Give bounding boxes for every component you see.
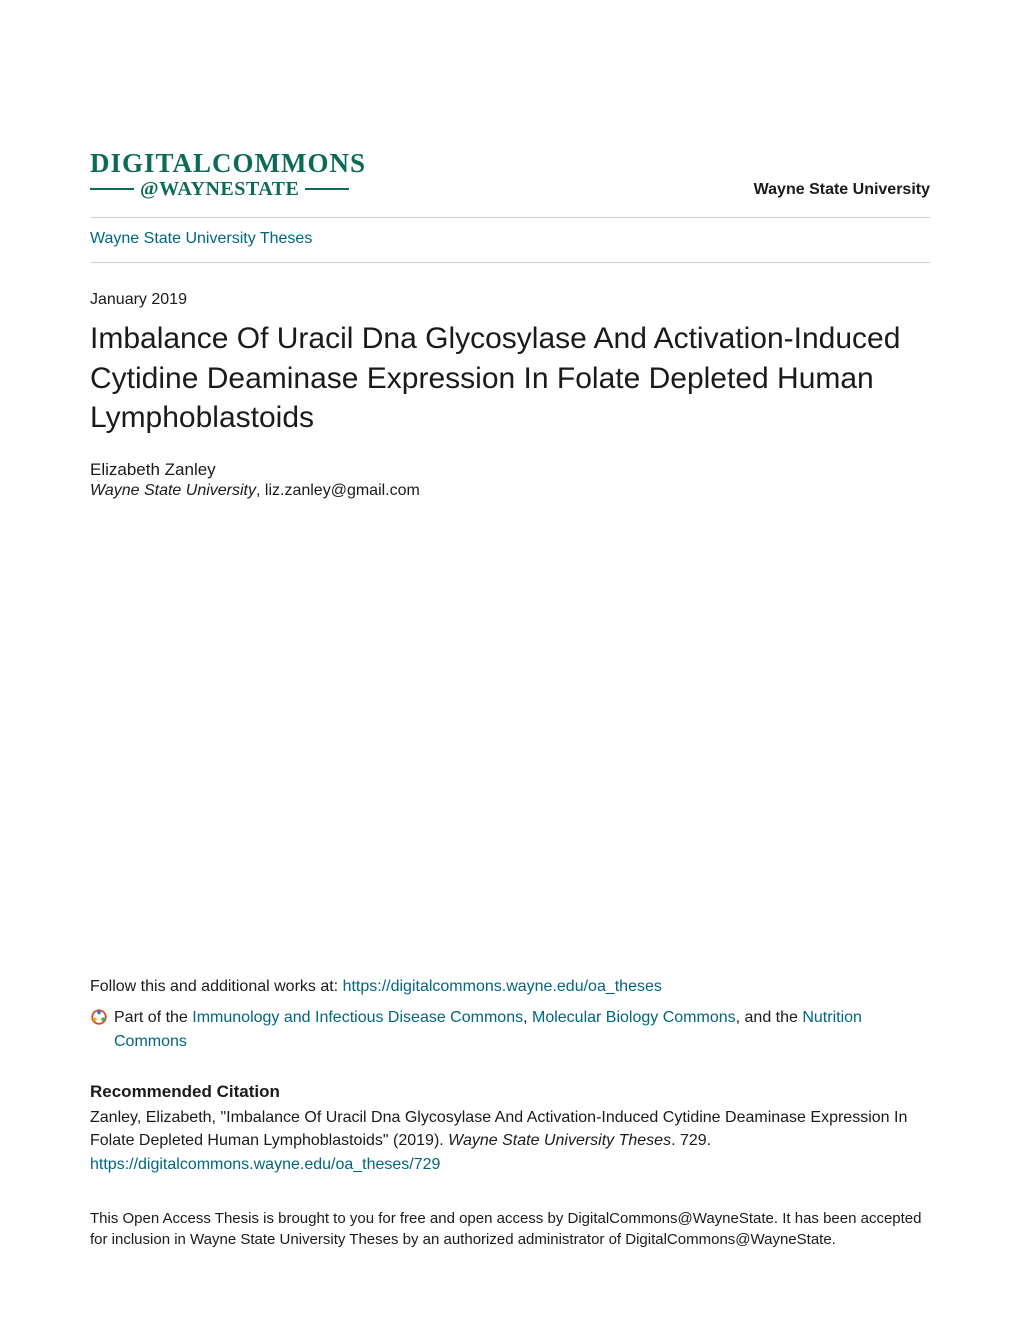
partof-link2[interactable]: Molecular Biology Commons — [532, 1009, 736, 1026]
logo-rule-left — [90, 188, 134, 190]
partof-sep2: , and the — [736, 1009, 803, 1026]
citation-post: . 729. — [671, 1132, 711, 1149]
logo-line1: DIGITALCOMMONS — [90, 150, 366, 177]
follow-url-link[interactable]: https://digitalcommons.wayne.edu/oa_thes… — [343, 978, 662, 995]
header: DIGITALCOMMONS @WAYNESTATE Wayne State U… — [90, 150, 930, 199]
citation-url-link[interactable]: https://digitalcommons.wayne.edu/oa_thes… — [90, 1156, 930, 1174]
thesis-title: Imbalance Of Uracil Dna Glycosylase And … — [90, 319, 930, 438]
author-name: Elizabeth Zanley — [90, 460, 930, 480]
publication-date: January 2019 — [90, 291, 930, 309]
institution-name: Wayne State University — [754, 181, 930, 199]
follow-line: Follow this and additional works at: htt… — [90, 978, 930, 996]
logo-rule-right — [305, 188, 349, 190]
footer-text: This Open Access Thesis is brought to yo… — [90, 1208, 930, 1250]
citation-italic: Wayne State University Theses — [448, 1132, 671, 1149]
partof-link1[interactable]: Immunology and Infectious Disease Common… — [192, 1009, 523, 1026]
author-institution: Wayne State University — [90, 482, 256, 499]
series-link[interactable]: Wayne State University Theses — [90, 230, 930, 248]
author-affiliation: Wayne State University, liz.zanley@gmail… — [90, 482, 930, 500]
logo-line2: @WAYNESTATE — [140, 179, 299, 199]
follow-prefix: Follow this and additional works at: — [90, 978, 343, 995]
part-of-text: Part of the Immunology and Infectious Di… — [114, 1006, 930, 1054]
citation-heading: Recommended Citation — [90, 1082, 930, 1102]
lower-block: Follow this and additional works at: htt… — [90, 978, 930, 1250]
logo-line2-wrap: @WAYNESTATE — [90, 179, 366, 199]
network-commons-icon — [90, 1008, 108, 1026]
partof-prefix: Part of the — [114, 1009, 192, 1026]
citation-body: Zanley, Elizabeth, "Imbalance Of Uracil … — [90, 1106, 930, 1152]
divider-bottom — [90, 262, 930, 263]
digitalcommons-logo: DIGITALCOMMONS @WAYNESTATE — [90, 150, 366, 199]
author-email: liz.zanley@gmail.com — [265, 482, 420, 499]
partof-sep1: , — [523, 1009, 532, 1026]
divider-top — [90, 217, 930, 218]
affil-sep: , — [256, 482, 265, 499]
part-of-line: Part of the Immunology and Infectious Di… — [90, 1006, 930, 1054]
